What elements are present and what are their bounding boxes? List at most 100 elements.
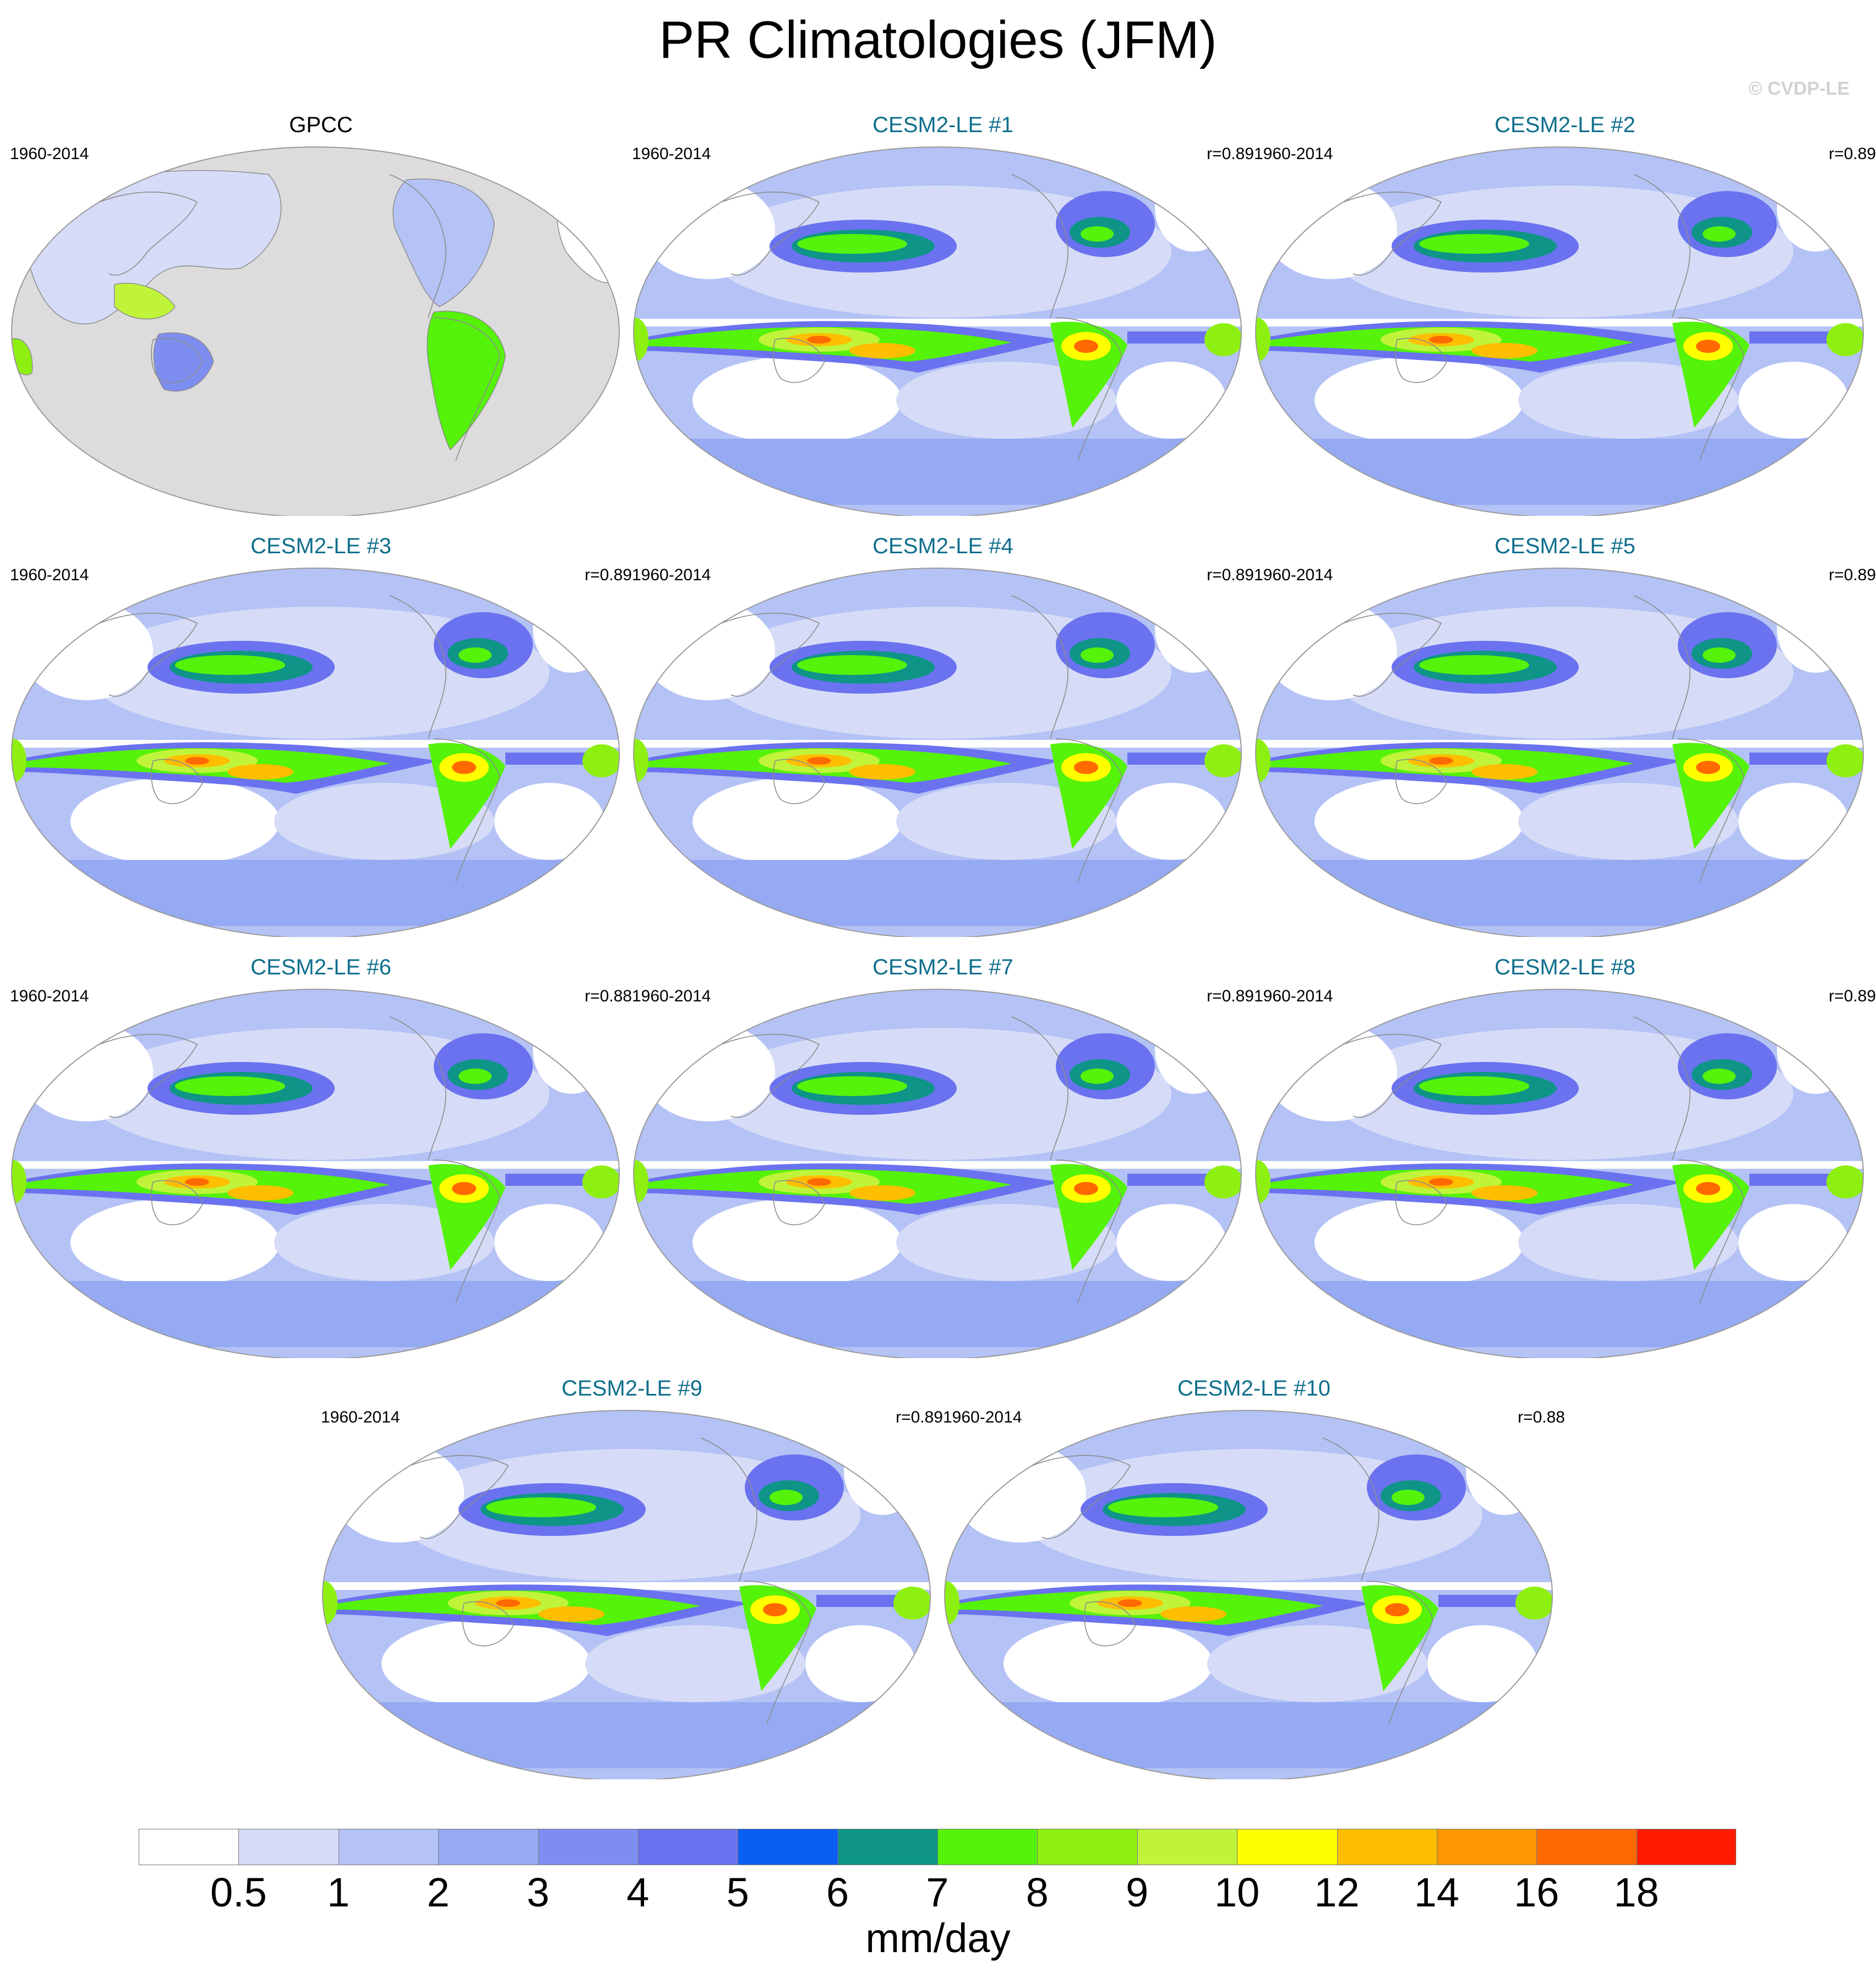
colorbar-tick-label: 6 (826, 1870, 849, 1915)
colorbar-swatch (338, 1829, 439, 1865)
map-panel: CESM2-LE #4 1960-2014 r=0.89 (632, 534, 1254, 937)
coastline (1055, 1159, 1122, 1304)
coastline (86, 1034, 198, 1118)
panel-period: 1960-2014 (1254, 987, 1333, 1005)
map-panel: CESM2-LE #9 1960-2014 r=0.89 (321, 1376, 943, 1779)
colorbar-swatch (238, 1829, 339, 1865)
map-outline (1255, 146, 1864, 516)
panel-title: CESM2-LE #8 (1495, 955, 1635, 979)
panel-period: 1960-2014 (943, 1408, 1022, 1426)
panel-title: CESM2-LE #10 (1177, 1376, 1330, 1401)
panel-correlation: r=0.89 (1207, 987, 1254, 1005)
coastline (151, 1180, 203, 1225)
coastline (1330, 1034, 1442, 1118)
precip-map (633, 989, 1242, 1358)
coastline (151, 759, 203, 804)
colorbar-swatch (637, 1829, 738, 1865)
map-outline (1255, 989, 1864, 1358)
panel-correlation: r=0.89 (896, 1408, 943, 1426)
coastline (433, 738, 500, 882)
precip-map (11, 568, 620, 937)
colorbar-tick-label: 3 (526, 1870, 550, 1915)
colorbar-tick-label: 8 (1026, 1870, 1049, 1915)
colorbar-tick-label: 2 (427, 1870, 450, 1915)
colorbar-tick-label: 14 (1414, 1870, 1460, 1915)
colorbar-tick-label: 16 (1514, 1870, 1559, 1915)
panel-period: 1960-2014 (1254, 145, 1333, 163)
coastline (1084, 1601, 1136, 1647)
panel-correlation: r=0.88 (1518, 1408, 1565, 1426)
coastline (1011, 1016, 1068, 1160)
coastline (389, 174, 446, 318)
coastline (1011, 595, 1068, 739)
coastline (1330, 192, 1442, 276)
panel-period: 1960-2014 (10, 566, 89, 584)
panel-period: 1960-2014 (632, 566, 711, 584)
coastline (1395, 1180, 1447, 1225)
coastline (708, 1034, 820, 1118)
colorbar-swatch (1037, 1829, 1137, 1865)
colorbar-swatch (1436, 1829, 1537, 1865)
panel-correlation: r=0.89 (1207, 145, 1254, 163)
coastline (708, 192, 820, 276)
panel-correlation: r=0.89 (1207, 566, 1254, 584)
map-panel: CESM2-LE #5 1960-2014 r=0.89 (1254, 534, 1876, 937)
colorbar-swatch (1237, 1829, 1337, 1865)
map-outline (633, 568, 1242, 937)
precip-map (11, 989, 620, 1358)
coastline (433, 317, 500, 461)
watermark: © CVDP-LE (1748, 78, 1850, 99)
map-panel: CESM2-LE #7 1960-2014 r=0.89 (632, 955, 1254, 1358)
map-outline (633, 146, 1242, 516)
map-panel: CESM2-LE #10 1960-2014 r=0.88 (943, 1376, 1565, 1779)
precip-map (1255, 989, 1864, 1358)
map-panel: CESM2-LE #2 1960-2014 r=0.89 (1254, 113, 1876, 516)
colorbar-swatch (139, 1829, 239, 1865)
colorbar-swatch (1536, 1829, 1637, 1865)
panel-period: 1960-2014 (10, 987, 89, 1005)
map-panel: CESM2-LE #8 1960-2014 r=0.89 (1254, 955, 1876, 1358)
map-outline (633, 989, 1242, 1358)
coastline (1633, 174, 1690, 318)
coastline (1395, 759, 1447, 804)
panel-correlation: r=0.88 (585, 987, 632, 1005)
coastline (462, 1601, 514, 1647)
precip-map (633, 568, 1242, 937)
map-outline (1255, 568, 1864, 937)
colorbar-swatch (1137, 1829, 1237, 1865)
colorbar-units: mm/day (865, 1915, 1011, 1961)
panel-title: CESM2-LE #4 (872, 534, 1013, 558)
coastline (1330, 613, 1442, 697)
coastline (1019, 1455, 1131, 1539)
panel-title: CESM2-LE #3 (250, 534, 391, 558)
panel-period: 1960-2014 (632, 145, 711, 163)
coastline (86, 613, 198, 697)
panel-title: CESM2-LE #6 (250, 955, 391, 979)
map-panel: CESM2-LE #6 1960-2014 r=0.88 (10, 955, 632, 1358)
map-panel: GPCC 1960-2014 (10, 113, 632, 516)
panel-title: CESM2-LE #2 (1495, 113, 1635, 137)
colorbar (139, 1829, 1736, 1865)
panel-correlation: r=0.89 (585, 566, 632, 584)
colorbar-swatch (438, 1829, 538, 1865)
coastline (1677, 1159, 1744, 1304)
land-precip-region (427, 310, 506, 451)
coastline (708, 613, 820, 697)
map-outline (11, 568, 620, 937)
panel-title: CESM2-LE #9 (561, 1376, 702, 1401)
coastline (1633, 595, 1690, 739)
panel-period: 1960-2014 (1254, 566, 1333, 584)
coastline (86, 192, 198, 276)
colorbar-tick-label: 18 (1613, 1870, 1659, 1915)
coastline (1322, 1437, 1379, 1582)
coastline (1633, 1016, 1690, 1160)
colorbar-tick-label: 7 (926, 1870, 949, 1915)
coastline (1395, 337, 1447, 383)
map-outline (944, 1410, 1553, 1779)
coastline (1011, 174, 1068, 318)
panel-correlation: r=0.89 (1829, 987, 1876, 1005)
colorbar-swatch (1636, 1829, 1736, 1865)
precip-map (1255, 146, 1864, 516)
figure-title: PR Climatologies (JFM) (659, 10, 1217, 69)
map-outline (11, 989, 620, 1358)
